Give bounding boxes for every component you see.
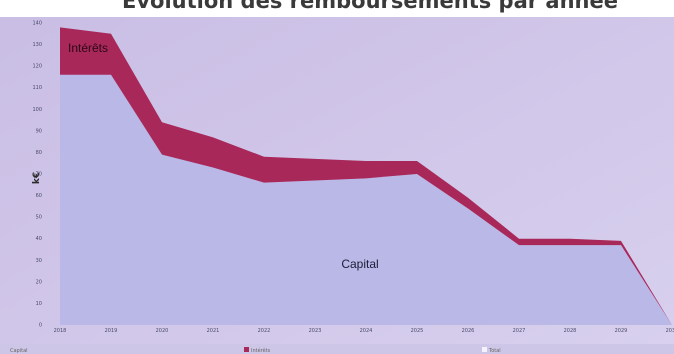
x-tick-label: 2018 — [54, 328, 67, 334]
legend-item: Intérêts — [251, 347, 271, 354]
x-tick-label: 2027 — [513, 328, 526, 334]
title-band — [0, 0, 674, 17]
area-intrts — [60, 27, 672, 326]
legend-swatch — [482, 347, 487, 352]
x-tick-label: 2024 — [360, 328, 373, 334]
y-tick-label: 30 — [36, 258, 42, 264]
x-tick-label: 2022 — [258, 328, 271, 334]
y-tick-label: 60 — [36, 193, 42, 199]
y-tick-label: 130 — [32, 42, 42, 48]
y-tick-label: 50 — [36, 215, 42, 221]
y-tick-label: 70 — [36, 172, 42, 178]
legend-item: Capital — [10, 348, 28, 354]
y-tick-label: 100 — [32, 107, 42, 113]
x-tick-label: 2028 — [564, 328, 577, 334]
y-tick-label: 140 — [32, 21, 42, 27]
x-tick-label: 2025 — [411, 328, 424, 334]
x-tick-label: 2021 — [207, 328, 220, 334]
interets-area-label: Intérêts — [68, 41, 108, 55]
area-capital — [60, 74, 672, 326]
y-tick-label: 90 — [36, 128, 42, 134]
capital-area-label: Capital — [341, 257, 378, 271]
chart-title: Évolution des remboursements par année — [122, 0, 618, 13]
x-tick-label: 2026 — [462, 328, 475, 334]
y-tick-label: 10 — [36, 301, 42, 307]
legend-swatch — [244, 347, 249, 352]
x-tick-label: 2020 — [156, 328, 169, 334]
y-tick-label: 120 — [32, 64, 42, 70]
x-tick-label: 2023 — [309, 328, 322, 334]
y-axis-label: k€ — [32, 172, 42, 184]
y-tick-label: 0 — [39, 323, 42, 329]
legend-item: Total — [488, 348, 501, 354]
y-tick-label: 20 — [36, 279, 42, 285]
x-tick-label: 2029 — [615, 328, 628, 334]
legend-strip — [0, 344, 674, 354]
y-tick-label: 80 — [36, 150, 42, 156]
y-tick-label: 110 — [32, 85, 42, 91]
x-tick-label: 2019 — [105, 328, 118, 334]
y-tick-label: 40 — [36, 236, 42, 242]
